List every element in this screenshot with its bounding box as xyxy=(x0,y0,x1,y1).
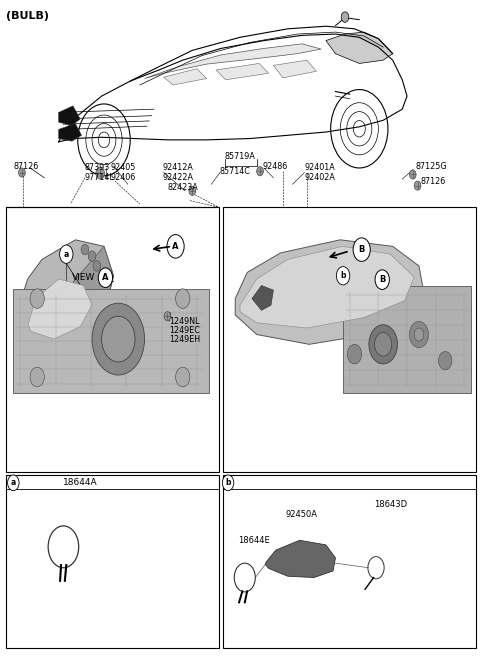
Circle shape xyxy=(439,352,452,370)
Circle shape xyxy=(81,245,89,255)
Circle shape xyxy=(257,167,264,176)
Circle shape xyxy=(30,367,44,387)
Text: B: B xyxy=(379,275,385,284)
FancyBboxPatch shape xyxy=(223,207,476,472)
Circle shape xyxy=(176,289,190,308)
Circle shape xyxy=(102,316,135,362)
Circle shape xyxy=(167,235,184,258)
Polygon shape xyxy=(144,44,321,79)
Circle shape xyxy=(176,367,190,387)
Circle shape xyxy=(369,325,397,364)
Circle shape xyxy=(164,312,171,321)
Text: 92401A: 92401A xyxy=(304,163,335,173)
Text: 92450A: 92450A xyxy=(285,510,317,519)
Polygon shape xyxy=(274,60,316,78)
Text: 87125G: 87125G xyxy=(416,161,447,171)
Circle shape xyxy=(336,266,350,285)
Text: 85714C: 85714C xyxy=(220,167,251,176)
Polygon shape xyxy=(265,541,336,577)
Text: 1249EH: 1249EH xyxy=(169,335,201,344)
Text: 92402A: 92402A xyxy=(304,173,336,182)
Circle shape xyxy=(222,475,234,491)
Polygon shape xyxy=(21,240,114,344)
Text: VIEW: VIEW xyxy=(349,275,372,284)
Circle shape xyxy=(341,12,349,22)
Circle shape xyxy=(375,270,389,289)
Text: a: a xyxy=(64,250,69,258)
Polygon shape xyxy=(59,106,80,125)
Circle shape xyxy=(60,245,73,263)
FancyBboxPatch shape xyxy=(6,207,218,472)
Text: 92412A: 92412A xyxy=(163,163,193,173)
Circle shape xyxy=(409,321,429,348)
Circle shape xyxy=(88,251,96,261)
Polygon shape xyxy=(235,240,424,344)
Circle shape xyxy=(92,303,144,375)
Text: b: b xyxy=(340,271,346,280)
Text: (BULB): (BULB) xyxy=(6,11,49,21)
Text: 18643D: 18643D xyxy=(373,500,407,509)
Text: 92486: 92486 xyxy=(263,161,288,171)
Text: 85719A: 85719A xyxy=(225,152,256,161)
Polygon shape xyxy=(28,279,92,339)
FancyBboxPatch shape xyxy=(343,285,471,394)
Circle shape xyxy=(353,238,370,261)
Circle shape xyxy=(96,167,105,179)
FancyBboxPatch shape xyxy=(6,475,218,648)
Text: 92406: 92406 xyxy=(110,173,135,182)
Circle shape xyxy=(414,328,424,341)
Text: 87393: 87393 xyxy=(85,163,110,173)
Text: 92405: 92405 xyxy=(110,163,135,173)
Polygon shape xyxy=(59,123,82,141)
Circle shape xyxy=(414,181,421,190)
Polygon shape xyxy=(326,32,393,64)
Text: 87126: 87126 xyxy=(420,176,445,186)
Polygon shape xyxy=(164,69,206,85)
Text: 92422A: 92422A xyxy=(163,173,194,182)
Text: 1249EC: 1249EC xyxy=(169,326,200,335)
Circle shape xyxy=(374,333,392,356)
Circle shape xyxy=(8,475,19,491)
Circle shape xyxy=(348,344,362,364)
Circle shape xyxy=(93,260,101,271)
Text: 87126: 87126 xyxy=(13,161,38,171)
Text: 82423A: 82423A xyxy=(168,183,198,192)
FancyBboxPatch shape xyxy=(13,289,209,394)
Text: A: A xyxy=(102,273,108,282)
Text: 97714L: 97714L xyxy=(85,173,115,182)
Text: 18644A: 18644A xyxy=(63,478,98,487)
Circle shape xyxy=(30,289,44,308)
Text: VIEW: VIEW xyxy=(72,273,95,282)
Polygon shape xyxy=(28,247,114,344)
Text: A: A xyxy=(172,242,179,251)
Text: B: B xyxy=(359,245,365,254)
Text: a: a xyxy=(11,478,16,487)
Polygon shape xyxy=(240,247,414,328)
Text: 1249NL: 1249NL xyxy=(169,317,200,326)
Circle shape xyxy=(189,186,196,195)
FancyBboxPatch shape xyxy=(223,475,476,648)
Polygon shape xyxy=(252,285,274,310)
Polygon shape xyxy=(216,64,269,80)
Text: 18644E: 18644E xyxy=(239,536,270,544)
Circle shape xyxy=(98,268,113,287)
Text: b: b xyxy=(225,478,231,487)
Circle shape xyxy=(19,168,25,177)
Circle shape xyxy=(409,170,416,179)
